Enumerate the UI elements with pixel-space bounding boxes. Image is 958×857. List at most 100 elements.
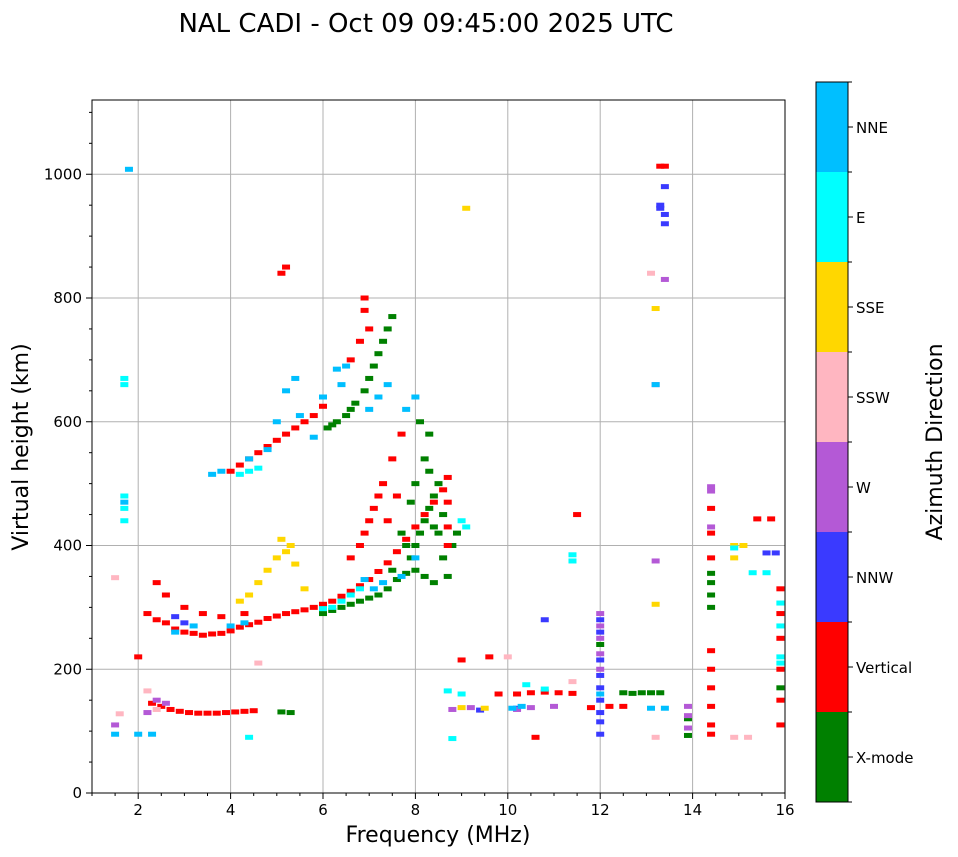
y-axis-label: Virtual height (km) bbox=[9, 343, 34, 550]
x-tick-label: 14 bbox=[683, 801, 702, 819]
data-point-nne bbox=[282, 388, 291, 394]
data-point-vertical bbox=[457, 657, 466, 663]
data-point-e bbox=[120, 505, 129, 511]
data-point-nne bbox=[208, 471, 217, 477]
data-point-x-mode bbox=[439, 555, 448, 561]
data-point-w bbox=[683, 703, 692, 709]
data-point-nne bbox=[189, 623, 198, 629]
data-point-vertical bbox=[212, 710, 221, 716]
data-point-vertical bbox=[161, 592, 170, 598]
data-point-vertical bbox=[245, 622, 254, 628]
data-point-vertical bbox=[365, 577, 374, 583]
data-point-vertical bbox=[374, 568, 383, 574]
data-point-nne bbox=[374, 394, 383, 400]
data-point-nne bbox=[647, 705, 656, 711]
y-tick-label: 600 bbox=[53, 413, 82, 431]
data-point-ssw bbox=[115, 711, 124, 717]
data-point-e bbox=[457, 691, 466, 697]
data-point-nnw bbox=[596, 710, 605, 716]
data-point-e bbox=[245, 468, 254, 474]
data-point-x-mode bbox=[365, 595, 374, 601]
data-point-nnw bbox=[596, 697, 605, 703]
data-point-x-mode bbox=[416, 419, 425, 425]
data-point-e bbox=[748, 570, 757, 576]
data-point-nne bbox=[171, 629, 180, 635]
colorbar-swatch bbox=[816, 622, 848, 712]
data-point-e bbox=[776, 600, 785, 606]
data-point-x-mode bbox=[707, 580, 716, 586]
data-point-nnw bbox=[596, 657, 605, 663]
data-point-vertical bbox=[282, 431, 291, 437]
data-point-x-mode bbox=[277, 709, 286, 715]
x-tick-label: 2 bbox=[133, 801, 143, 819]
data-point-x-mode bbox=[683, 716, 692, 722]
x-axis: 2 4 6 8 10 12 14 16 bbox=[91, 793, 795, 819]
data-point-x-mode bbox=[448, 543, 457, 548]
data-point-e bbox=[776, 654, 785, 660]
data-point-e bbox=[355, 586, 364, 592]
data-point-nne bbox=[383, 382, 392, 388]
data-point-x-mode bbox=[434, 530, 443, 536]
data-point-nne bbox=[360, 577, 369, 583]
data-point-x-mode bbox=[416, 530, 425, 536]
data-point-vertical bbox=[365, 326, 374, 332]
grid-lines bbox=[92, 100, 786, 794]
data-point-x-mode bbox=[355, 598, 364, 604]
data-point-e bbox=[457, 518, 466, 524]
data-point-vertical bbox=[309, 604, 318, 610]
colorbar-swatch bbox=[816, 262, 848, 352]
data-point-nnw bbox=[476, 707, 485, 713]
data-point-nne bbox=[379, 580, 388, 586]
x-tick-label: 16 bbox=[775, 801, 794, 819]
data-point-vertical bbox=[443, 474, 452, 480]
data-point-vertical bbox=[388, 456, 397, 462]
data-point-vertical bbox=[208, 631, 217, 637]
data-point-x-mode bbox=[429, 580, 438, 586]
data-point-vertical bbox=[346, 588, 355, 594]
data-point-x-mode bbox=[388, 567, 397, 573]
data-point-x-mode bbox=[647, 690, 656, 696]
chart-title: NAL CADI - Oct 09 09:45:00 2025 UTC bbox=[178, 9, 673, 39]
data-point-x-mode bbox=[420, 518, 429, 524]
data-point-x-mode bbox=[411, 543, 420, 548]
data-point-vertical bbox=[171, 626, 180, 632]
data-point-vertical bbox=[443, 543, 452, 548]
data-point-vertical bbox=[166, 706, 175, 712]
data-point-vertical bbox=[485, 654, 494, 660]
x-tick-label: 10 bbox=[498, 801, 517, 819]
data-point-w bbox=[161, 700, 170, 706]
data-point-vertical bbox=[420, 512, 429, 518]
data-point-vertical bbox=[540, 689, 549, 695]
y-tick-label: 0 bbox=[72, 784, 82, 802]
data-point-e bbox=[328, 604, 337, 610]
data-point-vertical bbox=[379, 481, 388, 487]
data-point-vertical bbox=[291, 425, 300, 431]
data-point-x-mode bbox=[351, 400, 360, 406]
data-point-vertical bbox=[189, 630, 198, 636]
data-point-sse bbox=[254, 580, 263, 586]
data-point-nne bbox=[660, 705, 669, 711]
data-point-nne bbox=[263, 447, 272, 453]
data-point-nne bbox=[245, 456, 254, 462]
data-point-x-mode bbox=[656, 690, 665, 696]
data-point-x-mode bbox=[346, 406, 355, 412]
data-point-x-mode bbox=[776, 685, 785, 691]
data-point-x-mode bbox=[383, 326, 392, 332]
data-point-vertical bbox=[194, 710, 203, 716]
data-point-vertical bbox=[282, 611, 291, 617]
data-point-sse bbox=[291, 561, 300, 567]
data-point-ssw bbox=[111, 575, 120, 581]
data-point-nne bbox=[309, 434, 318, 440]
data-point-vertical bbox=[494, 691, 503, 697]
data-point-e bbox=[540, 686, 549, 692]
data-point-nnw bbox=[656, 205, 665, 211]
data-point-x-mode bbox=[374, 351, 383, 357]
data-point-x-mode bbox=[429, 493, 438, 499]
data-point-vertical bbox=[383, 518, 392, 524]
colorbar-tick-label: E bbox=[856, 209, 865, 227]
data-point-sse bbox=[277, 536, 286, 542]
data-point-x-mode bbox=[397, 530, 406, 536]
data-point-vertical bbox=[355, 338, 364, 344]
data-point-vertical bbox=[180, 604, 189, 610]
data-point-ssw bbox=[143, 688, 152, 694]
